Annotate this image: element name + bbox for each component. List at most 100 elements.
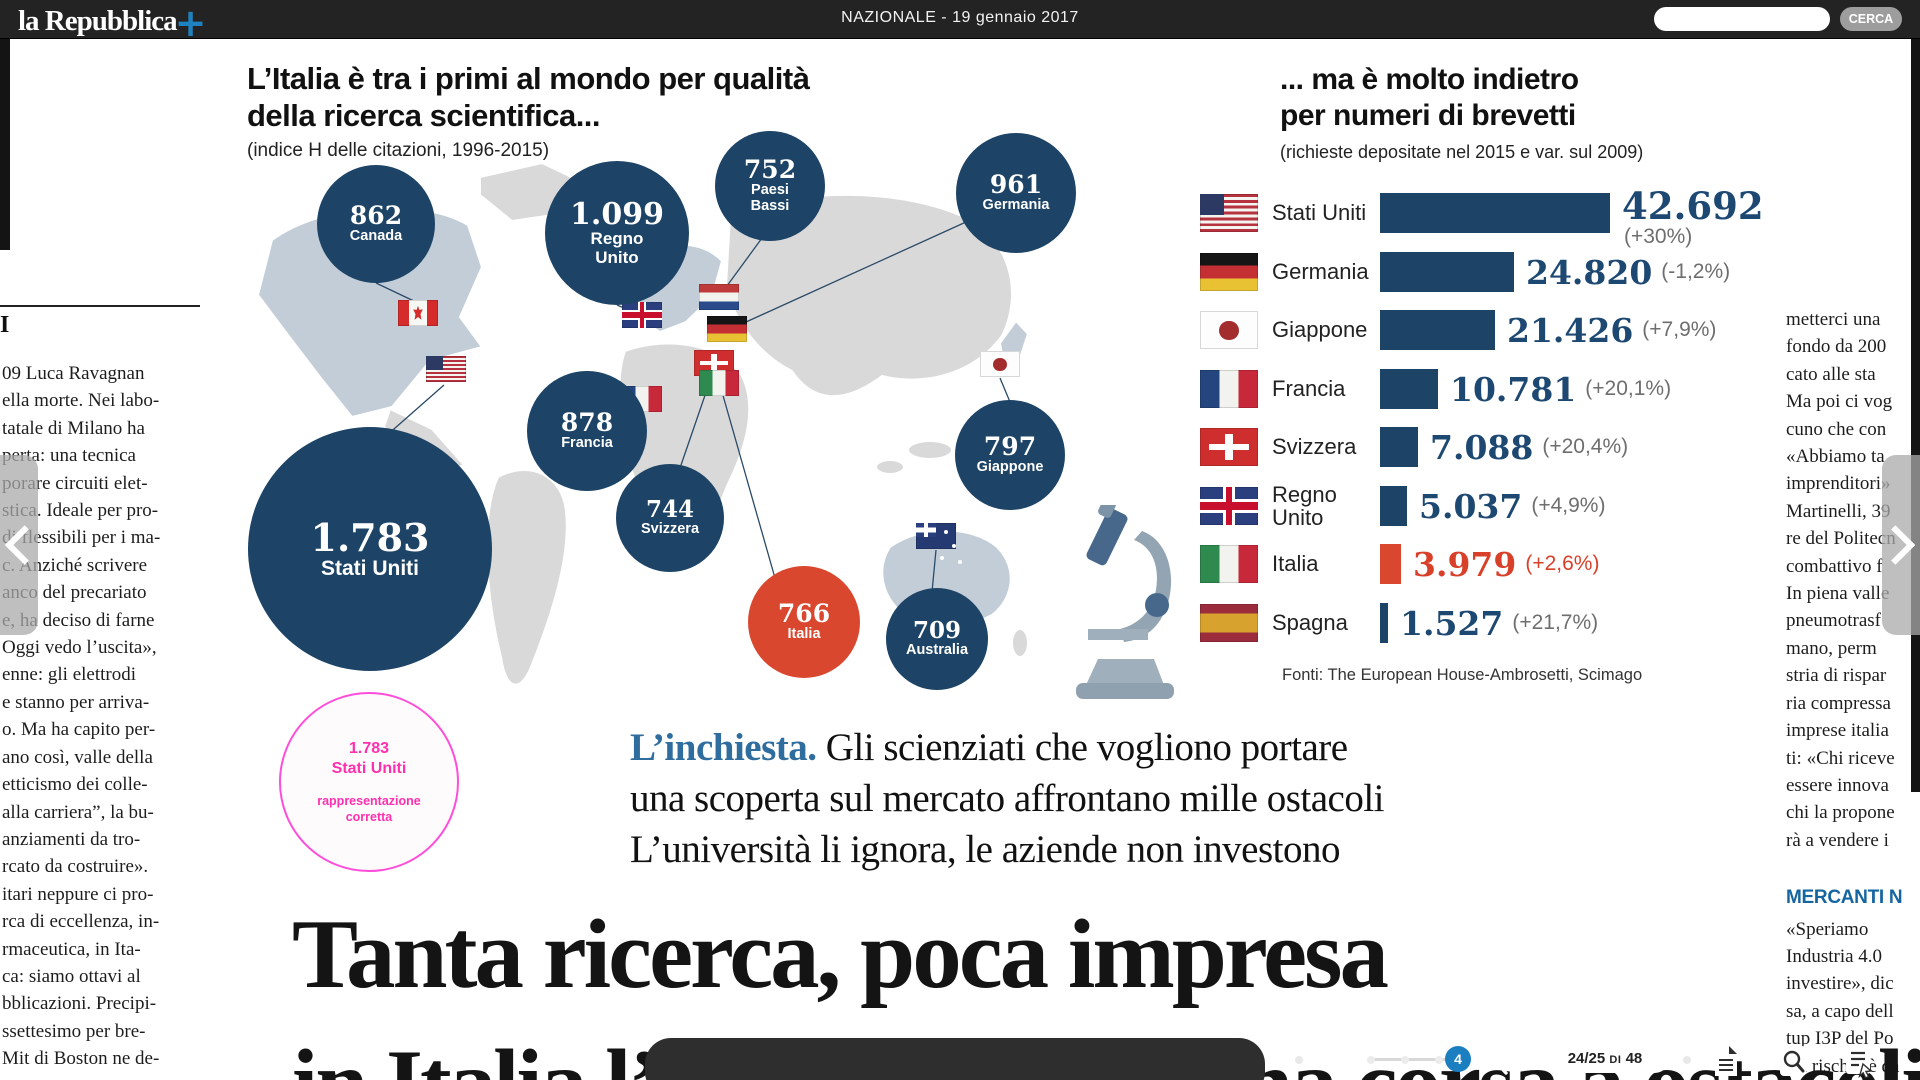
- bar-value: 24.820: [1526, 252, 1653, 292]
- bubble-value: 862: [349, 200, 403, 230]
- chart-row-francia: Francia 10.781 (+20,1%): [0, 369, 1920, 409]
- bubble-label: Francia: [561, 435, 613, 452]
- bar: [1380, 603, 1388, 643]
- article-line: ano così, valle della: [2, 746, 153, 768]
- bubble-value: 1.099: [570, 196, 664, 232]
- article-line: tup I3P del Po: [1786, 1028, 1894, 1050]
- app-logo[interactable]: la Repubblica+: [18, 1, 206, 45]
- article-line: porare circuiti elet-: [2, 472, 148, 494]
- article-line: re del Politecn: [1786, 528, 1896, 550]
- bar-label: Stati Uniti: [1272, 200, 1367, 226]
- article-line: ti: «Chi riceve: [1786, 747, 1895, 769]
- annotation-note: rappresentazione corretta: [317, 794, 421, 824]
- zoom-in-icon[interactable]: [1477, 1044, 1511, 1078]
- article-line: combattivo f: [1786, 555, 1883, 577]
- article-line: e, ha deciso di farne: [2, 609, 155, 631]
- bubble-canada: 862 Canada: [317, 165, 435, 283]
- right-chart-title: ... ma è molto indietro per numeri di br…: [1280, 63, 1579, 132]
- bar-label: Spagna: [1272, 610, 1348, 636]
- page-view-icon[interactable]: [1711, 1044, 1741, 1078]
- bar-value: 21.426: [1507, 310, 1634, 350]
- bar: [1380, 544, 1401, 584]
- chevron-right-icon: [1875, 525, 1916, 565]
- search-area: CERCA: [1653, 7, 1902, 31]
- article-line: ca: siamo ottavi al: [2, 965, 141, 987]
- article-line: investire», dic: [1786, 973, 1894, 995]
- standfirst-kicker: L’inchiesta.: [630, 726, 817, 769]
- bubble-label: Giappone: [976, 459, 1044, 476]
- article-line: essere innova: [1786, 774, 1889, 796]
- search-button[interactable]: CERCA: [1840, 7, 1902, 31]
- article-line: o. Ma ha capito per-: [2, 719, 156, 741]
- viewer-toolbar: 4 24/25 DI 48: [645, 1038, 1873, 1080]
- bar-change: (+20,4%): [1542, 435, 1629, 458]
- annotation-value: 1.783: [348, 740, 390, 757]
- bar-change: (+21,7%): [1512, 611, 1599, 634]
- article-line: pneumotrasf: [1786, 610, 1881, 632]
- bubble-giappone: 797 Giappone: [955, 400, 1065, 510]
- bar-value: 10.781: [1450, 369, 1577, 409]
- zoom-out-icon[interactable]: [1313, 1044, 1347, 1078]
- article-line: bblicazioni. Precipi-: [2, 993, 157, 1015]
- article-line: rca di eccellenza, in-: [2, 911, 160, 933]
- chart-row-germania: Germania 24.820 (-1,2%): [0, 252, 1920, 292]
- article-line: imprese italia: [1786, 720, 1889, 742]
- article-line: fondo da 200: [1786, 336, 1887, 358]
- page-indicator[interactable]: 24/25 DI 48: [1541, 1045, 1669, 1073]
- bar-value-group: 24.820 (-1,2%): [1526, 252, 1730, 292]
- bubble-label: Regno Unito: [590, 229, 644, 267]
- bar: [1380, 252, 1514, 292]
- article-line: itari neppure ci pro-: [2, 883, 154, 905]
- bar-value: 3.979: [1413, 544, 1517, 584]
- bar: [1380, 427, 1418, 467]
- column-rule: [0, 305, 200, 307]
- search-input[interactable]: [1653, 7, 1830, 31]
- article-line: In piena valle: [1786, 583, 1890, 605]
- zoom-level-badge[interactable]: 4: [1445, 1046, 1471, 1072]
- bubble-value: 878: [560, 407, 614, 437]
- france-flag-icon: [1200, 370, 1258, 408]
- logo-plus-icon: +: [174, 1, 207, 45]
- search-in-page-icon[interactable]: [1777, 1044, 1809, 1078]
- page-edge-right: [1911, 38, 1920, 792]
- article-line: rà a vendere i: [1786, 829, 1889, 851]
- article-line: Industria 4.0: [1786, 945, 1883, 967]
- page-edge-left: [0, 38, 10, 250]
- bar-change: (+7,9%): [1642, 318, 1717, 341]
- zoom-slider[interactable]: [1367, 1055, 1449, 1064]
- bar-label: Svizzera: [1272, 434, 1357, 460]
- article-line: «Abbiamo ta: [1786, 446, 1885, 468]
- page-select-icon[interactable]: [1843, 1044, 1875, 1078]
- bar: [1380, 486, 1407, 526]
- uk-flag-icon: [1200, 487, 1258, 525]
- article-line: chi la propone: [1786, 802, 1895, 824]
- chart-row-spagna: Spagna 1.527 (+21,7%): [0, 603, 1920, 643]
- toolbar-dot-right: [1683, 1056, 1691, 1064]
- bubble-svizzera: 744 Svizzera: [616, 464, 724, 572]
- article-line: «Speriamo: [1786, 918, 1869, 940]
- article-line: ella morte. Nei labo-: [2, 390, 160, 412]
- spain-flag-icon: [1200, 604, 1258, 642]
- chart-row-giappone: Giappone 21.426 (+7,9%): [0, 310, 1920, 350]
- edition-label: NAZIONALE - 19 gennaio 2017: [841, 9, 1079, 26]
- article-subheading: MERCANTI N: [1786, 887, 1903, 909]
- chart-row-svizzera: Svizzera 7.088 (+20,4%): [0, 427, 1920, 467]
- article-column-left: 09 Luca Ravagnan ella morte. Nei labo-tat…: [2, 360, 160, 1073]
- bar-label: Germania: [1272, 259, 1369, 285]
- previous-page-button[interactable]: [0, 455, 45, 635]
- article-line: Oggi vedo l’uscita»,: [2, 637, 157, 659]
- japan-flag-icon: [980, 351, 1020, 377]
- bubble-australia: 709 Australia: [886, 588, 988, 690]
- bubble-label: Canada: [349, 228, 403, 245]
- article-line: 09 Luca Ravagnan: [2, 363, 145, 384]
- article-standfirst: L’inchiesta. Gli scienziati che vogliono…: [630, 726, 1385, 871]
- article-line: stria di rispar: [1786, 665, 1887, 687]
- next-page-button[interactable]: [1875, 455, 1920, 635]
- bar-label: Italia: [1272, 551, 1319, 577]
- bubble-value: 797: [983, 431, 1037, 461]
- microscope-illustration: [1076, 505, 1174, 699]
- article-line: tatale di Milano ha: [2, 417, 145, 439]
- bubble-regno-unito: 1.099 Regno Unito: [545, 161, 689, 305]
- bubble-value: 709: [912, 616, 961, 644]
